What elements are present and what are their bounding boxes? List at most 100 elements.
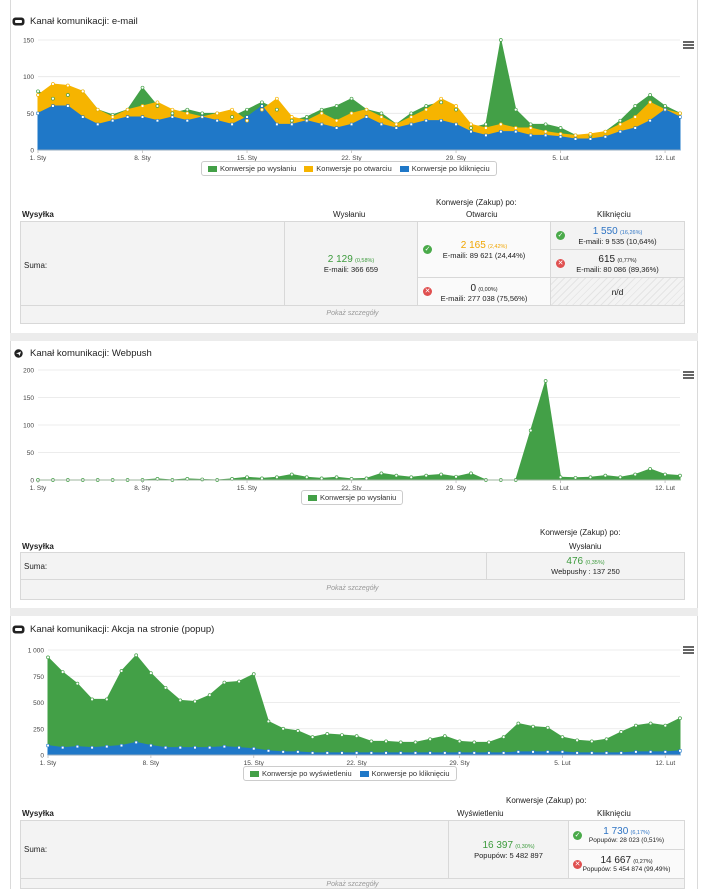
legend-item-clicked[interactable]: Konwersje po kliknięciu <box>399 164 490 173</box>
data-point <box>349 122 354 126</box>
data-point <box>245 115 249 119</box>
data-point <box>558 475 563 480</box>
x-tick-label: 22. Sty <box>341 155 362 162</box>
clicked-ok-value: 1 550 <box>592 226 618 237</box>
data-point <box>498 38 503 42</box>
x-tick-label: 29. Sty <box>446 485 467 492</box>
data-point <box>319 111 324 116</box>
summary-row-label-cell: Suma: <box>21 553 487 580</box>
popup-summary-table: Suma: 16 397 (0,30%) Popupów: 5 482 897 … <box>20 820 685 889</box>
x-circle-icon: ✕ <box>573 860 582 869</box>
data-point <box>193 746 197 750</box>
data-point <box>443 751 447 755</box>
legend-item-sent[interactable]: Konwersje po wysłaniu <box>308 493 396 502</box>
x-tick-label: 15. Sty <box>237 155 258 162</box>
y-tick-label: 50 <box>27 450 35 457</box>
data-point <box>260 104 264 108</box>
legend-item-clicked[interactable]: Konwersje po kliknięciu <box>359 769 450 778</box>
data-point <box>424 473 429 478</box>
data-point <box>618 118 623 123</box>
data-point <box>104 697 109 702</box>
clicked-err-pct: (0,27%) <box>633 859 653 865</box>
chart-menu-icon[interactable] <box>683 646 694 654</box>
data-point <box>185 119 189 123</box>
y-tick-label: 0 <box>30 148 34 155</box>
data-point <box>379 122 383 126</box>
data-point <box>222 745 226 749</box>
data-point <box>230 115 234 119</box>
data-point <box>170 111 175 116</box>
data-point <box>36 111 40 115</box>
conversion-group-header: Konwersje (Zakup) po: <box>540 528 621 537</box>
data-point <box>634 723 638 728</box>
data-point <box>663 472 667 477</box>
data-point <box>633 472 638 477</box>
data-point <box>575 751 579 755</box>
data-point <box>119 743 124 748</box>
data-point <box>208 746 212 750</box>
x-tick-label: 5. Lut <box>552 485 568 492</box>
data-point <box>125 115 130 119</box>
x-tick-label: 29. Sty <box>446 155 467 162</box>
data-point <box>502 751 506 755</box>
data-point <box>178 746 182 750</box>
data-point <box>573 137 578 141</box>
data-point <box>90 697 94 702</box>
data-point <box>289 472 294 477</box>
chart-menu-icon[interactable] <box>683 371 694 379</box>
data-point <box>230 107 234 112</box>
y-tick-label: 150 <box>23 38 34 45</box>
data-point <box>604 751 609 755</box>
data-point <box>439 96 443 101</box>
data-point <box>487 740 491 745</box>
popup-conversion-chart: 0 250 500 750 1 000 1. Sty 8. Sty 15. Sty 22. St… <box>28 648 682 767</box>
data-point <box>369 739 374 744</box>
data-point <box>275 122 279 126</box>
data-point <box>178 698 183 703</box>
sent-value: 476 <box>566 556 584 567</box>
show-details-link[interactable]: Pokaż szczegóły <box>326 585 379 592</box>
col-header-wysylka: Wysyłka <box>22 210 54 219</box>
y-tick-label: 200 <box>23 368 34 375</box>
data-point <box>528 122 533 127</box>
data-point <box>304 475 309 480</box>
data-point <box>155 100 160 105</box>
data-point <box>428 737 432 742</box>
data-point <box>260 107 264 112</box>
data-point <box>163 746 168 750</box>
data-point <box>319 107 324 112</box>
show-details-link[interactable]: Pokaż szczegóły <box>326 310 379 317</box>
data-point <box>633 126 637 130</box>
legend-item-sent[interactable]: Konwersje po wysłaniu <box>208 164 296 173</box>
y-tick-label: 0 <box>30 478 34 485</box>
data-point <box>379 115 384 119</box>
data-point <box>498 122 503 127</box>
data-point <box>575 738 579 743</box>
data-point <box>185 107 190 112</box>
y-tick-label: 1 000 <box>28 648 45 655</box>
clicked-err-sub: E-maili: 80 086 (89,36%) <box>576 265 659 274</box>
legend-item-viewed[interactable]: Konwersje po wyświetleniu <box>250 769 352 778</box>
show-details-link[interactable]: Pokaż szczegóły <box>326 881 379 888</box>
data-point <box>200 111 205 116</box>
chart-menu-icon[interactable] <box>683 41 694 49</box>
data-point <box>46 743 50 748</box>
clicked-ok-pct: (16,26%) <box>619 230 643 236</box>
data-point <box>439 472 443 477</box>
data-point <box>170 107 175 112</box>
data-point <box>275 475 279 480</box>
data-point <box>514 130 518 134</box>
data-point <box>275 107 279 112</box>
data-point <box>618 122 623 127</box>
data-point <box>320 122 324 126</box>
sent-pct: (0,58%) <box>355 258 375 264</box>
y-tick-label: 500 <box>33 700 44 707</box>
data-point <box>237 679 241 684</box>
clicked-err-value: 14 667 <box>600 855 632 866</box>
data-point <box>649 750 653 754</box>
data-point <box>413 740 418 745</box>
legend-item-opened[interactable]: Konwersje po otwarciu <box>304 164 392 173</box>
data-point <box>545 725 550 730</box>
data-point <box>163 685 168 690</box>
data-point <box>648 467 652 471</box>
